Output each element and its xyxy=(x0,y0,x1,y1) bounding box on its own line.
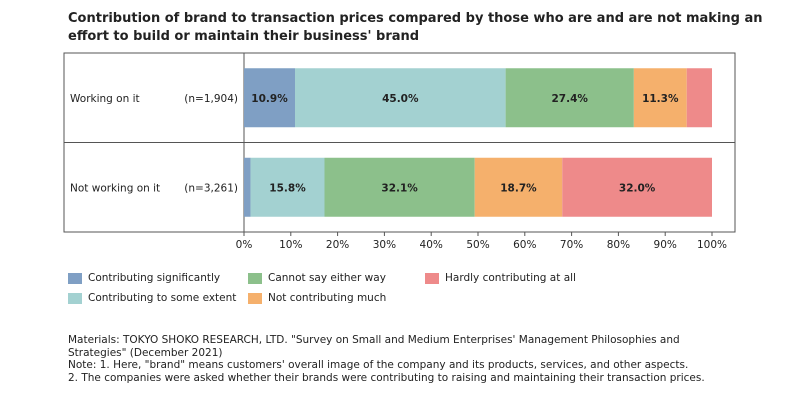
legend-item: Cannot say either way xyxy=(248,272,386,284)
legend-swatch xyxy=(248,292,262,304)
data-label: 15.8% xyxy=(269,182,306,194)
note-line-1: Note: 1. Here, "brand" means customers' … xyxy=(68,359,689,371)
x-axis-ticks: 0% 10% 20% 30% 40% 50% 60% 70% 80% 90% 100% xyxy=(236,232,727,251)
source-notes: Materials: TOKYO SHOKO RESEARCH, LTD. "S… xyxy=(68,334,768,384)
legend-item: Contributing to some extent xyxy=(68,292,236,304)
legend-item: Contributing significantly xyxy=(68,272,220,284)
legend-label: Contributing significantly xyxy=(88,272,221,284)
bar-segment xyxy=(244,68,296,128)
legend-swatch xyxy=(248,272,262,284)
legend-item: Hardly contributing at all xyxy=(425,272,576,284)
bars: 10.9% 45.0% 27.4% 11.3% 15.8% 32.1% 18.7% 32.0% xyxy=(244,68,712,217)
legend-label: Contributing to some extent xyxy=(88,292,237,304)
x-tick-label: 20% xyxy=(326,239,349,251)
legend-label: Not contributing much xyxy=(268,292,387,304)
category-label: Not working on it xyxy=(70,182,160,194)
category-n: (n=3,261) xyxy=(184,182,238,194)
legend-item: Not contributing much xyxy=(248,292,386,304)
legend-swatch xyxy=(68,292,82,304)
materials-line-1: Materials: TOKYO SHOKO RESEARCH, LTD. "S… xyxy=(68,334,680,346)
data-label: 10.9% xyxy=(251,93,288,105)
stacked-bar-chart: Working on it (n=1,904) Not working on it (… xyxy=(63,52,736,251)
x-tick-label: 100% xyxy=(697,239,727,251)
bar-segment xyxy=(686,68,712,128)
x-tick-label: 50% xyxy=(466,239,489,251)
chart-title: Contribution of brand to transaction pri… xyxy=(68,11,763,44)
category-labels: Working on it (n=1,904) Not working on it (… xyxy=(70,93,238,195)
materials-line-2: Strategies" (December 2021) xyxy=(68,346,223,359)
x-tick-label: 70% xyxy=(560,239,583,251)
bar-segment xyxy=(244,157,251,217)
data-label: 45.0% xyxy=(382,93,419,105)
category-n: (n=1,904) xyxy=(184,93,238,105)
bar-segment xyxy=(633,68,687,128)
data-label: 11.3% xyxy=(642,93,679,105)
x-tick-label: 90% xyxy=(654,239,677,251)
bar-segment xyxy=(474,157,563,217)
legend: Contributing significantly Contributing t… xyxy=(68,272,668,312)
bar-segment xyxy=(250,157,325,217)
x-tick-label: 80% xyxy=(607,239,630,251)
legend-label: Cannot say either way xyxy=(268,272,386,284)
bar-segment xyxy=(295,68,506,128)
x-tick-label: 0% xyxy=(236,239,253,251)
note-line-2: 2. The companies were asked whether thei… xyxy=(68,371,705,384)
legend-swatch xyxy=(68,272,82,284)
data-label: 18.7% xyxy=(500,182,537,194)
data-label: 27.4% xyxy=(552,93,589,105)
bar-segment xyxy=(562,157,712,217)
legend-swatch xyxy=(425,272,439,284)
x-tick-label: 30% xyxy=(373,239,396,251)
legend-label: Hardly contributing at all xyxy=(445,272,576,284)
data-label: 32.0% xyxy=(619,182,656,194)
x-tick-label: 60% xyxy=(513,239,536,251)
x-tick-label: 40% xyxy=(420,239,443,251)
bar-segment xyxy=(505,68,634,128)
category-label: Working on it xyxy=(70,93,140,105)
x-tick-label: 10% xyxy=(279,239,302,251)
bar-segment xyxy=(324,157,475,217)
data-label: 32.1% xyxy=(381,182,418,194)
